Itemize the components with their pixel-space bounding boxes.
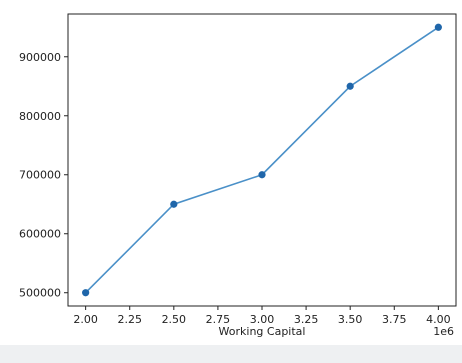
x-tick-label: 2.75 — [206, 313, 231, 326]
x-tick-label: 2.50 — [162, 313, 187, 326]
y-tick-label: 800000 — [19, 110, 61, 123]
data-point — [170, 200, 178, 208]
y-tick-label: 700000 — [19, 169, 61, 182]
x-axis-offset-label: 1e6 — [433, 325, 454, 338]
series-line — [85, 26, 439, 294]
chart: 500000 600000 700000 800000 900000 2.00 2.25 2… — [19, 13, 457, 338]
y-tick-label: 600000 — [19, 228, 61, 241]
x-axis-ticks: 2.00 2.25 2.50 2.75 3.00 3.25 3.50 3.75 4.00 — [73, 306, 451, 326]
x-tick-label: 3.50 — [338, 313, 363, 326]
x-tick-label: 2.25 — [117, 313, 142, 326]
y-tick-label: 500000 — [19, 287, 61, 300]
x-axis-label: Working Capital — [219, 325, 306, 338]
data-point — [434, 23, 442, 31]
x-tick-label: 3.25 — [294, 313, 319, 326]
plot-area-frame — [67, 13, 457, 307]
x-tick-label: 4.00 — [426, 313, 451, 326]
data-point — [82, 289, 90, 297]
y-tick-label: 900000 — [19, 51, 61, 64]
data-point — [258, 171, 266, 179]
bottom-panel — [0, 345, 462, 363]
x-tick-label: 2.00 — [73, 313, 98, 326]
data-point — [346, 82, 354, 90]
y-axis-ticks: 500000 600000 700000 800000 900000 — [19, 51, 68, 300]
x-tick-label: 3.00 — [250, 313, 275, 326]
x-tick-label: 3.75 — [382, 313, 407, 326]
series-layer — [82, 23, 442, 297]
